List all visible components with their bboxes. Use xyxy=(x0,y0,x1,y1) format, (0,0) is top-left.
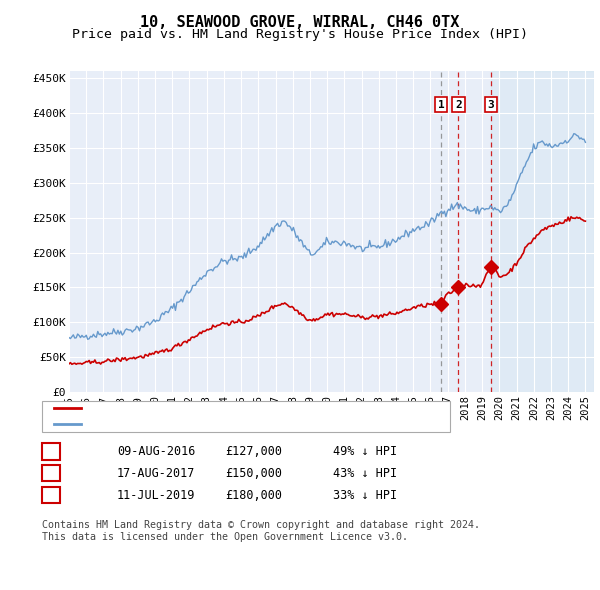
Text: 17-AUG-2017: 17-AUG-2017 xyxy=(117,467,196,480)
Text: 3: 3 xyxy=(47,489,55,502)
Text: 1: 1 xyxy=(47,445,55,458)
Text: 3: 3 xyxy=(488,100,494,110)
Text: 49% ↓ HPI: 49% ↓ HPI xyxy=(333,445,397,458)
Text: 43% ↓ HPI: 43% ↓ HPI xyxy=(333,467,397,480)
Text: 09-AUG-2016: 09-AUG-2016 xyxy=(117,445,196,458)
Text: £180,000: £180,000 xyxy=(225,489,282,502)
Text: 2: 2 xyxy=(47,467,55,480)
Bar xyxy=(491,71,594,392)
Text: 1: 1 xyxy=(437,100,445,110)
Text: £127,000: £127,000 xyxy=(225,445,282,458)
Text: Price paid vs. HM Land Registry's House Price Index (HPI): Price paid vs. HM Land Registry's House … xyxy=(72,28,528,41)
Text: £150,000: £150,000 xyxy=(225,467,282,480)
Text: 11-JUL-2019: 11-JUL-2019 xyxy=(117,489,196,502)
Text: 2: 2 xyxy=(455,100,462,110)
Text: HPI: Average price, detached house, Wirral: HPI: Average price, detached house, Wirr… xyxy=(84,419,373,428)
Text: Contains HM Land Registry data © Crown copyright and database right 2024.
This d: Contains HM Land Registry data © Crown c… xyxy=(42,520,480,542)
Text: 10, SEAWOOD GROVE, WIRRAL, CH46 0TX: 10, SEAWOOD GROVE, WIRRAL, CH46 0TX xyxy=(140,15,460,30)
Text: 10, SEAWOOD GROVE, WIRRAL, CH46 0TX (detached house): 10, SEAWOOD GROVE, WIRRAL, CH46 0TX (det… xyxy=(84,403,442,412)
Text: 33% ↓ HPI: 33% ↓ HPI xyxy=(333,489,397,502)
